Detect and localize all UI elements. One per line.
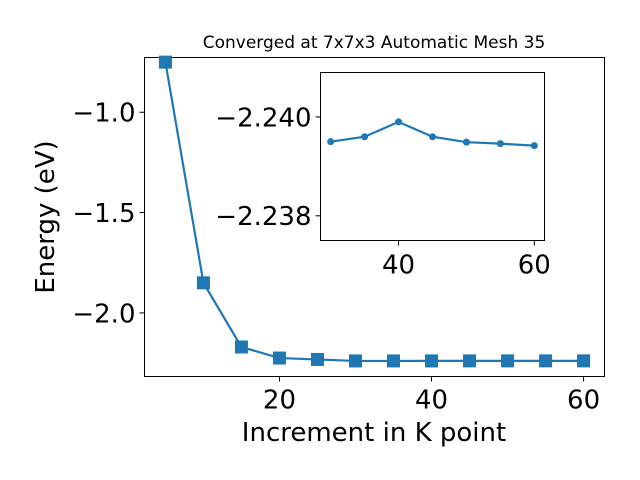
inset-plot-area: [320, 72, 545, 241]
y-axis-label: Energy (eV): [31, 140, 61, 293]
inset-data-point: [530, 142, 538, 150]
main-x-ticks: 20 40 60: [263, 376, 600, 416]
main-data-point: [577, 354, 591, 368]
main-series-marks: [158, 55, 591, 368]
inset-series-marks: [327, 118, 538, 150]
inset-data-point: [361, 133, 369, 141]
main-data-point: [196, 276, 210, 290]
main-data-point: [158, 55, 172, 69]
main-data-point: [310, 352, 324, 366]
main-data-point: [463, 354, 477, 368]
chart-title: Converged at 7x7x3 Automatic Mesh 35: [203, 33, 546, 53]
main-y-ticks: −1.0 −1.5 −2.0: [72, 99, 145, 329]
inset-y-tick-label: −2.240: [215, 103, 311, 133]
main-y-tick-label: −1.0: [72, 99, 135, 129]
inset-x-ticks: 40 60: [382, 240, 551, 281]
main-data-point: [234, 340, 248, 354]
main-x-tick-label: 40: [415, 386, 448, 416]
main-data-point: [501, 354, 515, 368]
inset-x-tick-label: 60: [518, 251, 551, 281]
main-data-point: [272, 351, 286, 365]
inset-data-point: [429, 133, 436, 141]
main-data-point: [425, 354, 439, 368]
main-data-point: [348, 354, 362, 368]
main-y-tick-label: −2.0: [72, 299, 135, 329]
inset-data-point: [395, 118, 403, 126]
main-data-point: [387, 354, 401, 368]
inset-data-point: [462, 138, 470, 146]
main-y-tick-label: −1.5: [72, 199, 135, 229]
inset-x-tick-label: 40: [382, 251, 415, 281]
main-x-tick-label: 20: [263, 386, 296, 416]
main-x-tick-label: 60: [567, 386, 600, 416]
x-axis-label: Increment in K point: [242, 418, 506, 448]
inset-data-point: [327, 138, 335, 146]
main-data-point: [539, 354, 553, 368]
inset-y-ticks: −2.240 −2.238: [215, 103, 321, 232]
inset-data-point: [496, 140, 504, 148]
inset-y-tick-label: −2.238: [215, 202, 311, 232]
